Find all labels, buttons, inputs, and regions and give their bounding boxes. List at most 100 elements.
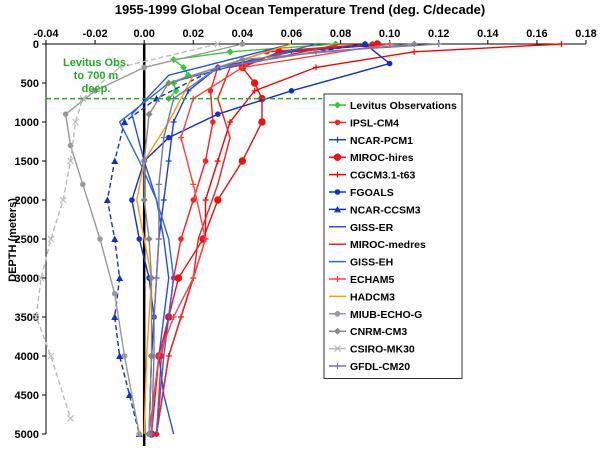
data-point bbox=[178, 134, 184, 141]
y-tick-label: 5000 bbox=[15, 429, 39, 441]
legend-item: CGCM3.1-t63 bbox=[329, 170, 416, 182]
data-point bbox=[67, 142, 74, 149]
legend-label: MIROC-medres bbox=[350, 239, 426, 251]
x-tick-label: 0.04 bbox=[232, 28, 254, 40]
series-line bbox=[148, 43, 390, 435]
data-point bbox=[179, 63, 187, 71]
data-point bbox=[165, 134, 172, 141]
y-tick-label: 4500 bbox=[15, 390, 39, 402]
x-tick-label: -0.04 bbox=[33, 28, 59, 40]
legend-label: CSIRO-MK30 bbox=[350, 344, 415, 356]
data-point bbox=[174, 274, 183, 282]
legend-label: GFDL-CM20 bbox=[350, 361, 410, 373]
data-point bbox=[47, 352, 55, 360]
data-point bbox=[148, 431, 155, 437]
series-layer bbox=[32, 40, 565, 438]
data-point bbox=[121, 118, 129, 125]
data-point bbox=[435, 41, 442, 47]
data-point bbox=[116, 274, 124, 281]
legend-label: CGCM3.1-t63 bbox=[350, 170, 416, 182]
series-miub-echo-g bbox=[62, 41, 246, 437]
legend-item: GISS-ER bbox=[329, 222, 394, 234]
data-point bbox=[334, 189, 341, 195]
legend-item: CSIRO-MK30 bbox=[329, 344, 415, 356]
data-point bbox=[202, 158, 209, 164]
data-point bbox=[214, 196, 222, 204]
legend-item: GFDL-CM20 bbox=[329, 361, 410, 373]
legend-item: MIROC-medres bbox=[329, 239, 426, 251]
x-tick-label: 0.10 bbox=[379, 28, 400, 40]
data-point bbox=[411, 48, 418, 55]
data-point bbox=[67, 157, 74, 165]
data-point bbox=[111, 235, 119, 242]
data-point bbox=[214, 64, 221, 71]
y-tick-label: 2000 bbox=[15, 195, 39, 207]
data-point bbox=[313, 64, 319, 71]
y-tick-label: 0 bbox=[33, 39, 39, 51]
data-point bbox=[190, 181, 197, 188]
data-point bbox=[111, 313, 119, 320]
data-point bbox=[334, 363, 341, 369]
data-point bbox=[170, 314, 177, 320]
y-tick-label: 3500 bbox=[15, 312, 39, 324]
series-line bbox=[64, 43, 243, 435]
annotation-text-line: deep. bbox=[82, 83, 111, 95]
data-point bbox=[121, 353, 128, 359]
legend-label: GISS-ER bbox=[350, 222, 394, 234]
annotation-text-line: to 700 m bbox=[74, 70, 119, 82]
y-tick-label: 1000 bbox=[15, 117, 39, 129]
legend-label: NCAR-PCM1 bbox=[350, 135, 413, 147]
data-point bbox=[386, 60, 393, 67]
data-point bbox=[155, 181, 162, 188]
data-point bbox=[361, 40, 369, 47]
data-point bbox=[47, 235, 55, 243]
legend-item: GISS-EH bbox=[329, 257, 393, 269]
data-point bbox=[215, 111, 221, 117]
data-point bbox=[165, 79, 173, 87]
series-line bbox=[131, 43, 292, 435]
data-point bbox=[136, 431, 143, 437]
data-point bbox=[97, 236, 103, 242]
legend-item: MIROC-hires bbox=[329, 152, 414, 164]
legend-label: IPSL-CM4 bbox=[350, 117, 399, 129]
series-miroc-medres bbox=[155, 43, 341, 435]
data-point bbox=[288, 88, 295, 94]
x-tick-label: 0.18 bbox=[575, 28, 596, 40]
data-point bbox=[334, 345, 341, 353]
y-tick-label: 2500 bbox=[15, 234, 39, 246]
data-point bbox=[334, 171, 341, 178]
data-point bbox=[153, 275, 160, 281]
x-tick-label: 0.08 bbox=[330, 28, 351, 40]
data-point bbox=[214, 158, 221, 164]
data-point bbox=[145, 110, 153, 118]
x-tick-label: 0.12 bbox=[428, 28, 449, 40]
data-point bbox=[202, 197, 209, 203]
x-tick-label: 0.00 bbox=[133, 28, 154, 40]
y-tick-label: 1500 bbox=[15, 156, 39, 168]
data-point bbox=[334, 119, 341, 126]
data-point bbox=[334, 276, 341, 282]
data-point bbox=[239, 64, 246, 71]
data-point bbox=[239, 41, 246, 47]
legend-label: Levitus Observations bbox=[350, 100, 457, 112]
data-point bbox=[334, 205, 341, 213]
data-point bbox=[145, 235, 153, 243]
data-point bbox=[333, 153, 342, 161]
legend-item: MIUB-ECHO-G bbox=[329, 309, 422, 321]
legend-item: NCAR-CCSM3 bbox=[329, 204, 421, 216]
data-point bbox=[136, 236, 143, 242]
plot-area: -0.04 -0.02 0.00 0.02 0.04 0.06 0.08 0.10 0.12 0.… bbox=[15, 28, 597, 446]
legend-label: ECHAM5 bbox=[350, 274, 394, 286]
data-point bbox=[140, 196, 148, 204]
series-csiro-mk30 bbox=[32, 40, 222, 422]
data-point bbox=[72, 118, 79, 126]
data-point bbox=[313, 48, 319, 55]
data-point bbox=[202, 236, 209, 242]
data-point bbox=[140, 157, 148, 165]
data-point bbox=[190, 275, 197, 281]
data-point bbox=[227, 119, 234, 125]
chart-title: 1955-1999 Global Ocean Temperature Trend… bbox=[115, 2, 485, 17]
data-point bbox=[250, 79, 259, 87]
data-point bbox=[116, 63, 124, 71]
data-point bbox=[190, 197, 197, 203]
